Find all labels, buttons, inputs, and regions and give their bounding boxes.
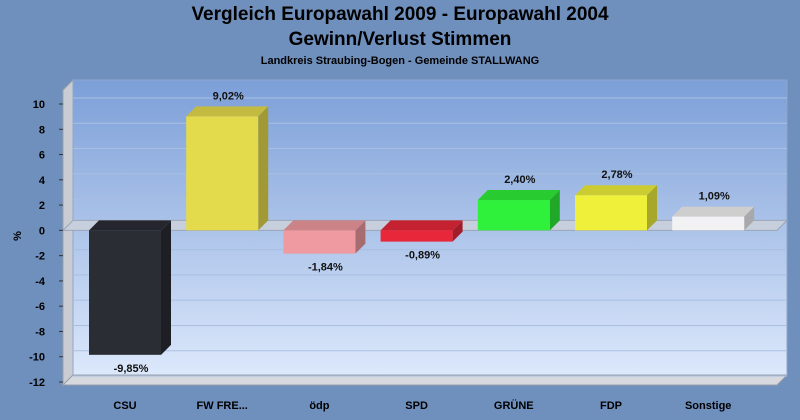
bar-front (672, 216, 745, 231)
bar-4 (477, 190, 560, 231)
bar-value-label: 1,09% (699, 191, 730, 203)
chart-location: Landkreis Straubing-Bogen - Gemeinde STA… (260, 55, 540, 67)
bar-side (258, 106, 269, 231)
y-tick-label: -12 (29, 377, 45, 389)
y-tick-label: -2 (35, 251, 45, 263)
y-tick-label: 10 (33, 99, 45, 111)
bar-3 (380, 220, 463, 242)
bar-front (186, 116, 259, 231)
bars: -9,85% 9,02% -1,84% -0,89% 2,40% 2,78% 1,09% (89, 90, 755, 375)
bar-0 (89, 220, 171, 355)
bar-value-label: -9,85% (114, 363, 149, 375)
y-tick-label: -4 (35, 276, 46, 288)
plot-floor (61, 374, 789, 386)
bar-top (380, 220, 463, 231)
x-category-label: CSU (113, 400, 136, 412)
x-category-label: GRÜNE (494, 399, 534, 412)
y-tick-label: -8 (35, 326, 45, 338)
bar-top (283, 220, 366, 231)
bar-front (477, 200, 550, 231)
bar-side (744, 206, 755, 231)
bar-side (161, 220, 171, 355)
bar-value-label: 2,78% (601, 169, 632, 181)
x-category-label: SPD (405, 400, 428, 412)
y-tick-label: -6 (35, 301, 45, 313)
y-tick-label: 4 (39, 175, 46, 187)
chart-subtitle: Gewinn/Verlust Stimmen (288, 29, 512, 50)
bar-front (89, 230, 161, 355)
bar-value-label: 2,40% (504, 174, 535, 186)
plot-left-wall (62, 78, 74, 387)
x-axis-labels: CSU FW FRE... ödp SPD GRÜNE FDP Sonstige (113, 399, 731, 412)
bar-top (477, 190, 560, 201)
x-category-label: FDP (600, 400, 622, 412)
bar-value-label: -1,84% (308, 262, 343, 274)
x-category-label: FW FRE... (197, 400, 248, 412)
x-category-label: Sonstige (685, 400, 731, 412)
bar-top (89, 220, 171, 231)
bar-front (575, 195, 647, 231)
bar-top (575, 185, 657, 196)
y-tick-label: -10 (29, 352, 45, 364)
bar-side (355, 220, 366, 254)
bar-side (452, 220, 463, 242)
bar-2 (283, 220, 366, 254)
y-tick-label: 0 (39, 225, 45, 237)
bar-front (380, 230, 453, 242)
bar-value-label: -0,89% (405, 250, 440, 262)
bar-top (672, 206, 755, 217)
y-axis-label: % (12, 231, 24, 241)
bar-5 (575, 185, 657, 231)
bar-1 (186, 106, 269, 231)
y-axis: % 10 8 6 4 2 0 -2 -4 -6 -8 -10 -12 (12, 99, 63, 389)
y-tick-label: 6 (39, 150, 45, 162)
bar-6 (672, 206, 755, 231)
bar-front (283, 230, 356, 254)
y-tick-label: 2 (39, 200, 45, 212)
x-category-label: ödp (309, 400, 329, 412)
bar-top (186, 106, 269, 117)
bar-side (549, 190, 560, 231)
bar-value-label: 9,02% (213, 90, 244, 102)
y-tick-label: 8 (39, 124, 45, 136)
chart-title: Vergleich Europawahl 2009 - Europawahl 2… (191, 4, 609, 25)
bar-side (647, 185, 657, 231)
